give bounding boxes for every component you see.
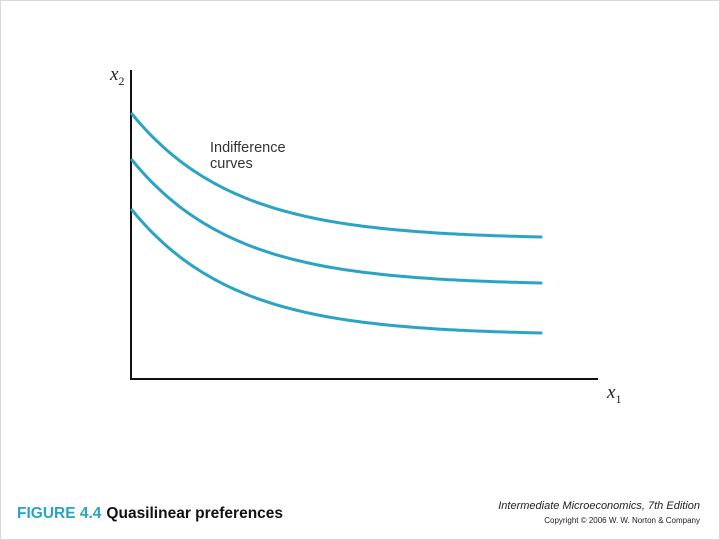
copyright-notice: Copyright © 2006 W. W. Norton & Company [544, 516, 700, 525]
curve-low [130, 208, 543, 335]
x-axis-label: x1 [606, 382, 621, 406]
curve-middle [130, 158, 543, 285]
book-title: Intermediate Microeconomics, 7th Edition [498, 500, 700, 512]
annotation-line-2: curves [210, 156, 253, 172]
figure-number: FIGURE 4.4 [17, 505, 102, 522]
curve-high [130, 112, 543, 239]
indifference-curves [130, 112, 543, 335]
credit-block: Intermediate Microeconomics, 7th Edition… [498, 499, 700, 527]
annotation-line-1: Indifference [210, 140, 286, 156]
y-axis-label: x2 [109, 64, 124, 88]
figure-title: Quasilinear preferences [106, 505, 284, 522]
figure-caption: FIGURE 4.4 Quasilinear preferences [17, 505, 283, 523]
